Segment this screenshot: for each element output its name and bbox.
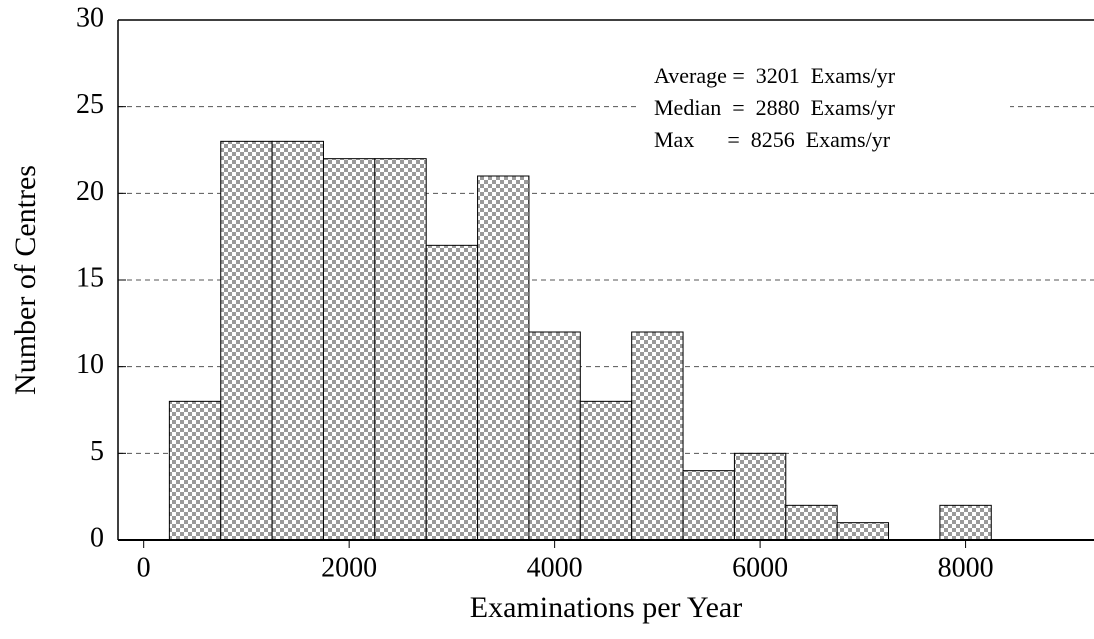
bar (579, 400, 633, 541)
x-tick-label: 0 (137, 552, 151, 583)
y-tick-label: 20 (76, 176, 104, 207)
y-tick-label: 0 (90, 522, 104, 553)
y-tick-label: 15 (76, 262, 104, 293)
y-tick-label: 5 (90, 436, 104, 467)
annotation: Max = 8256 Exams/yr (654, 127, 891, 152)
y-tick-label: 25 (76, 89, 104, 120)
annotation: Average = 3201 Exams/yr (654, 63, 896, 88)
x-tick-label: 6000 (732, 552, 788, 583)
bar (733, 452, 787, 541)
bar (785, 504, 838, 541)
annotation: Median = 2880 Exams/yr (654, 95, 896, 120)
bar (939, 504, 992, 541)
bar (425, 244, 479, 541)
annotation-background (640, 60, 1010, 160)
y-axis-title: Number of Centres (9, 165, 42, 395)
bar (682, 470, 735, 541)
x-axis-title: Examinations per Year (470, 591, 742, 624)
bar (631, 331, 684, 541)
y-tick-label: 30 (76, 2, 104, 33)
bar (836, 522, 890, 541)
bar (168, 400, 222, 541)
bar (374, 158, 427, 541)
bar (477, 175, 530, 541)
x-tick-label: 8000 (938, 552, 994, 583)
bar (528, 331, 581, 541)
bar (220, 140, 273, 541)
x-tick-label: 4000 (527, 552, 583, 583)
x-tick-label: 2000 (321, 552, 377, 583)
bar (322, 158, 376, 541)
y-tick-label: 10 (76, 349, 104, 380)
bar (271, 140, 324, 541)
